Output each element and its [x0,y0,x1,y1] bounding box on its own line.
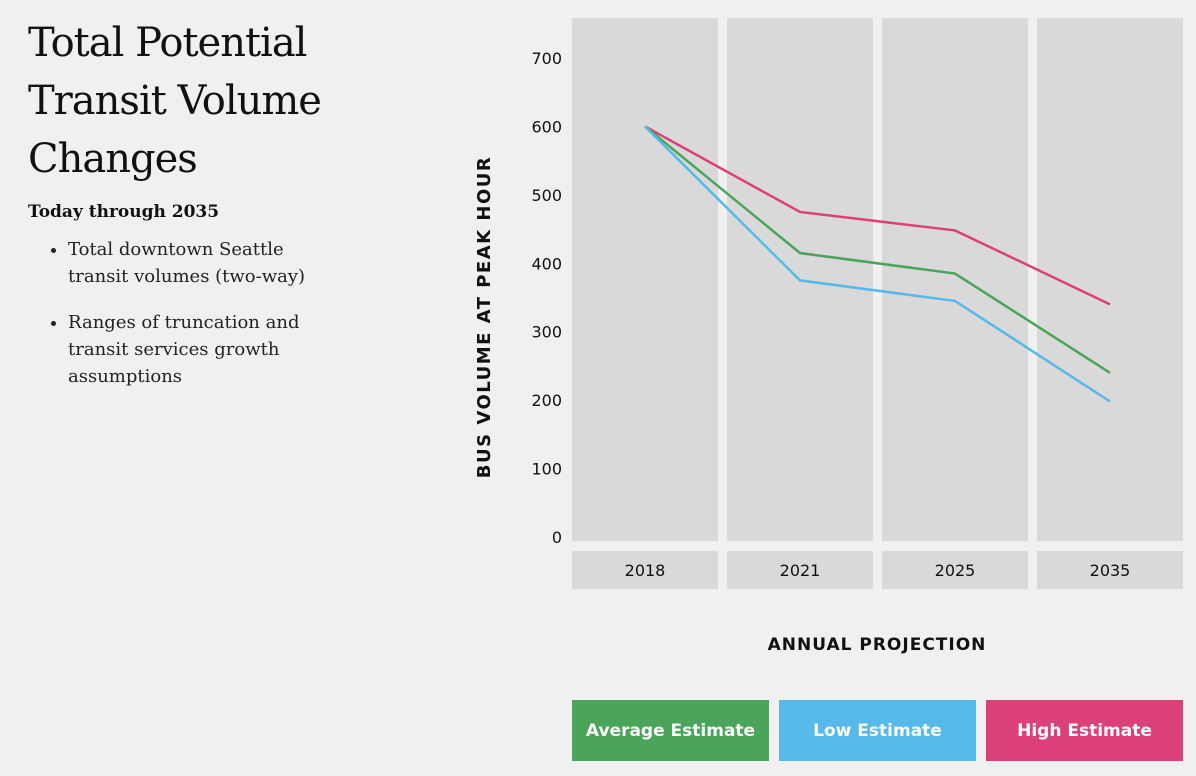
x-tick-label: 2035 [1090,561,1131,580]
x-tick-box [1037,551,1183,589]
x-axis-label: ANNUAL PROJECTION [768,635,987,655]
series-line-average-estimate [644,125,1111,374]
x-tick-box [572,551,718,589]
bullet-list: Total downtown Seattle transit volumes (… [40,236,328,409]
x-tick-box [882,551,1028,589]
series-line-low-estimate [644,125,1111,403]
y-tick-label: 300 [531,323,562,342]
bullet-item: Total downtown Seattle transit volumes (… [68,236,328,290]
y-tick-label: 400 [531,254,562,273]
subtitle: Today through 2035 [28,202,220,222]
y-tick-label: 200 [531,391,562,410]
x-tick-label: 2025 [935,561,976,580]
x-tick-box [727,551,873,589]
x-tick-label: 2021 [780,561,821,580]
x-tick-label: 2018 [625,561,666,580]
column-band [1037,18,1183,541]
y-tick-label: 0 [552,528,562,547]
legend-high[interactable]: High Estimate [986,700,1183,761]
y-tick-label: 700 [531,49,562,68]
y-tick-label: 100 [531,460,562,479]
y-axis-label: BUS VOLUME AT PEAK HOUR [474,156,495,478]
page-title: Total Potential Transit Volume Changes [28,20,322,182]
legend-low[interactable]: Low Estimate [779,700,976,761]
column-band [572,18,718,541]
legend-average[interactable]: Average Estimate [572,700,769,761]
y-tick-label: 600 [531,117,562,136]
bullet-item: Ranges of truncation and transit service… [68,309,328,390]
y-tick-label: 500 [531,186,562,205]
series-line-high-estimate [644,125,1111,306]
column-band [882,18,1028,541]
